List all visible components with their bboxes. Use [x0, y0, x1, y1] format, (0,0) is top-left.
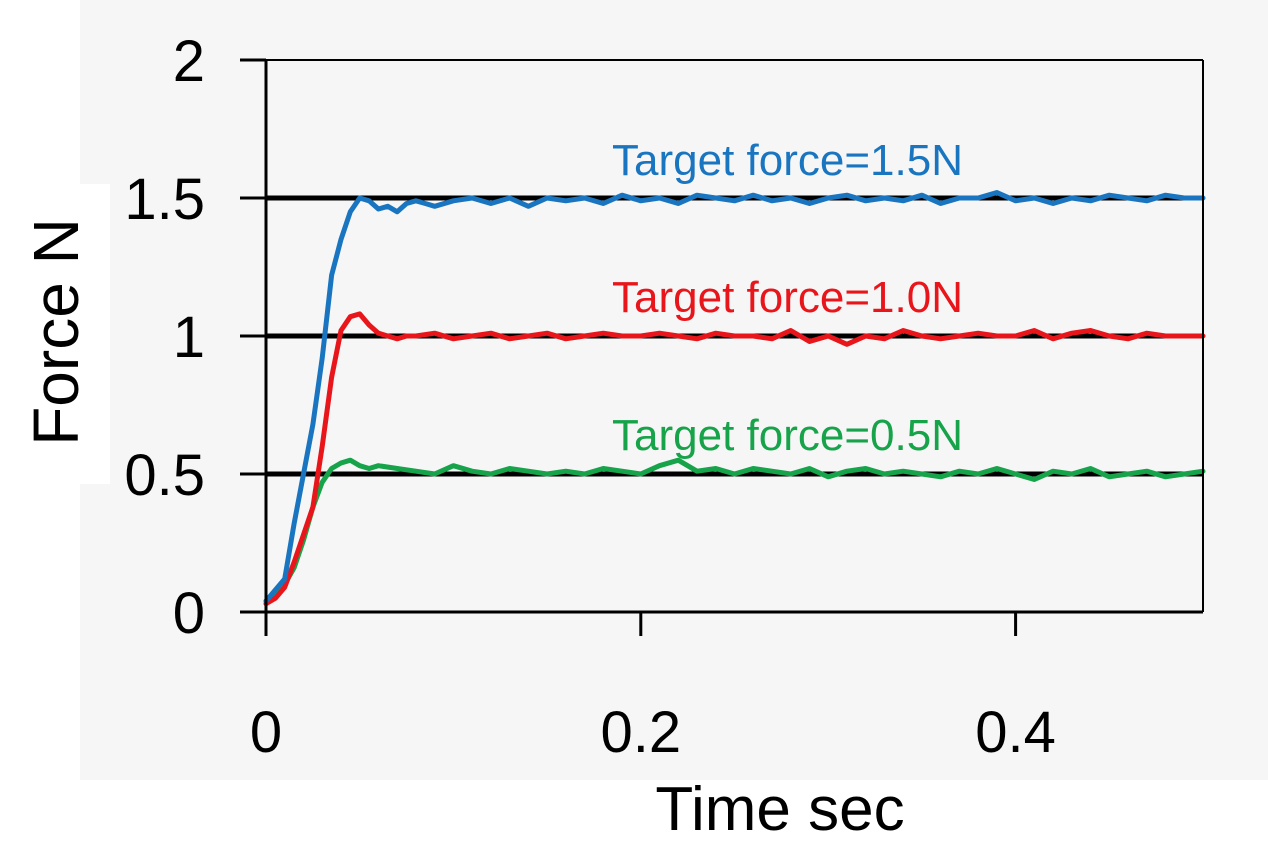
y-axis-title: Force N: [20, 218, 92, 446]
annotation-label-2: Target force=0.5N: [612, 411, 963, 460]
y-tick-label-1: 0.5: [124, 443, 205, 508]
tick-label-layer: 0 0.5 1 1.5 2 0 0.2 0.4: [124, 29, 1056, 765]
y-tick-label-4: 2: [173, 29, 205, 94]
series-layer: [263, 190, 1206, 607]
x-tick-label-1: 0.2: [600, 700, 681, 765]
series-line-1: [263, 311, 1206, 607]
x-tick-label-0: 0: [250, 700, 282, 765]
y-tick-label-0: 0: [173, 581, 205, 646]
axis-layer: [240, 58, 1204, 636]
y-title-backdrop: [0, 184, 110, 484]
annotation-layer: Target force=1.5N Target force=1.0N Target…: [612, 136, 963, 460]
series-line-0: [263, 190, 1206, 604]
annotation-label-1: Target force=1.0N: [612, 273, 963, 322]
y-tick-label-3: 1.5: [124, 167, 205, 232]
x-axis-title: Time sec: [655, 775, 904, 844]
annotation-label-0: Target force=1.5N: [612, 136, 963, 185]
plot-background-panel: [80, 0, 1268, 780]
series-line-2: [263, 457, 1206, 604]
y-tick-label-2: 1: [173, 305, 205, 370]
x-tick-label-2: 0.4: [975, 700, 1056, 765]
